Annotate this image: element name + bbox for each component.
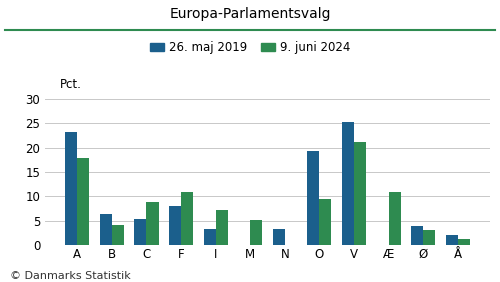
Bar bbox=[204, 229, 216, 245]
Bar bbox=[65, 133, 78, 245]
Bar bbox=[388, 192, 400, 245]
Bar bbox=[423, 230, 435, 245]
Bar bbox=[411, 226, 423, 245]
Bar bbox=[134, 219, 146, 245]
Bar bbox=[354, 142, 366, 245]
Bar bbox=[100, 213, 112, 245]
Bar bbox=[250, 220, 262, 245]
Bar bbox=[112, 225, 124, 245]
Bar bbox=[342, 122, 354, 245]
Bar bbox=[146, 202, 158, 245]
Bar bbox=[458, 239, 470, 245]
Bar bbox=[446, 235, 458, 245]
Text: © Danmarks Statistik: © Danmarks Statistik bbox=[10, 271, 131, 281]
Text: Europa-Parlamentsvalg: Europa-Parlamentsvalg bbox=[169, 7, 331, 21]
Legend: 26. maj 2019, 9. juni 2024: 26. maj 2019, 9. juni 2024 bbox=[150, 41, 350, 54]
Bar bbox=[181, 191, 193, 245]
Bar bbox=[216, 210, 228, 245]
Bar bbox=[272, 229, 285, 245]
Bar bbox=[169, 206, 181, 245]
Bar bbox=[308, 151, 320, 245]
Bar bbox=[320, 199, 332, 245]
Text: Pct.: Pct. bbox=[60, 78, 82, 91]
Bar bbox=[78, 158, 90, 245]
